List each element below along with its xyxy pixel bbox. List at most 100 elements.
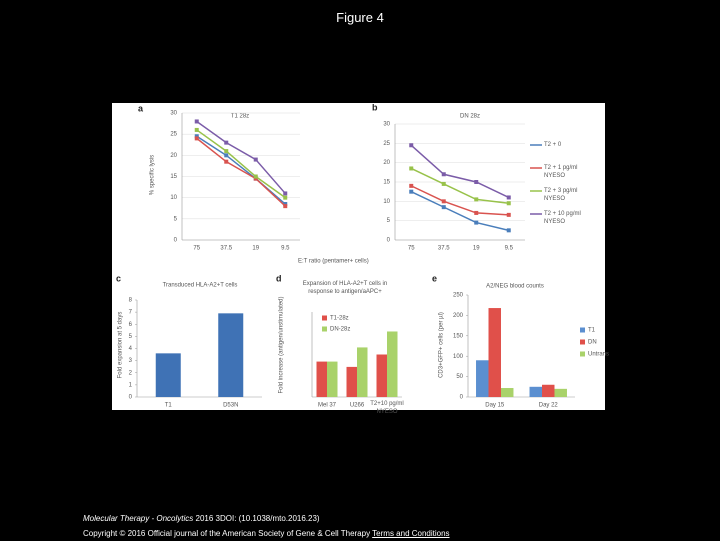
y-tick-label: 250 (453, 293, 464, 299)
marker (441, 181, 446, 186)
legend-label: DN-28z (330, 327, 350, 333)
line (196, 137, 286, 207)
marker (224, 149, 229, 154)
chart-title: A2/NEG blood counts (486, 284, 544, 290)
legend-swatch (580, 327, 585, 333)
y-tick-label: 10 (383, 199, 390, 205)
marker (194, 119, 199, 124)
footer: Molecular Therapy - Oncolytics 2016 3DOI… (83, 511, 450, 541)
x-tick-label: T1 (165, 403, 173, 409)
copyright-line: Copyright © 2016 Official journal of the… (83, 526, 450, 541)
y-tick-label: 0 (174, 238, 178, 244)
bar (387, 331, 398, 397)
terms-link[interactable]: Terms and Conditions (372, 529, 450, 538)
x-tick-label: T2+10 pg/ml NYESO (370, 401, 404, 415)
bar (316, 361, 327, 397)
marker (409, 143, 414, 148)
y-tick-label: 5 (174, 216, 178, 222)
line (410, 185, 509, 216)
y-tick-label: 30 (383, 122, 390, 128)
y-axis-label: CD3+GFP+ cells (per µl) (439, 312, 445, 378)
y-tick-label: 0 (460, 395, 464, 401)
y-tick-label: 30 (170, 111, 177, 117)
y-tick-label: 0 (129, 395, 133, 401)
marker (474, 220, 479, 225)
y-tick-label: 25 (383, 141, 390, 147)
bar (327, 361, 338, 397)
y-tick-label: 0 (387, 238, 391, 244)
y-tick-label: 200 (453, 313, 464, 319)
panel-letter: c (116, 273, 121, 283)
legend-label-box: T2 + 3 pg/ml NYESO (544, 188, 578, 202)
x-tick-label: 9.5 (281, 246, 290, 252)
chart-title: Expansion of HLA-A2+T cells in response … (302, 281, 388, 295)
chart-title: DN 28z (460, 114, 480, 120)
marker (283, 195, 288, 200)
copyright: Copyright © 2016 Official journal of the… (83, 529, 371, 538)
legend-label: T2 + 10 pg/ml NYESO (544, 211, 581, 225)
marker (194, 136, 199, 141)
x-tick-label: 19 (252, 246, 259, 252)
y-axis-label: Fold expansion at 5 days (118, 312, 124, 379)
bar (476, 360, 489, 397)
marker (283, 204, 288, 209)
y-tick-label: 3 (129, 358, 133, 364)
x-tick-label: 19 (473, 246, 480, 252)
legend-label-box: T2 + 0 (544, 142, 561, 148)
x-tick-label: D53N (223, 403, 238, 409)
x-tick-label: 75 (408, 246, 415, 252)
marker (283, 202, 288, 207)
marker (283, 191, 288, 196)
y-tick-label: 2 (129, 370, 133, 376)
legend-label: DN (588, 340, 597, 346)
marker (409, 189, 414, 194)
y-tick-label: 5 (129, 334, 133, 340)
line (196, 135, 286, 205)
x-tick-label: 37.5 (438, 246, 450, 252)
y-tick-label: 8 (129, 298, 133, 304)
legend-label: T1-28z (330, 316, 349, 322)
x-tick-label: Day 15 (485, 403, 505, 409)
bar (500, 388, 514, 397)
x-tick-label: 9.5 (505, 246, 514, 252)
bar (542, 384, 555, 397)
marker (506, 201, 511, 206)
legend-label: T2 + 3 pg/ml NYESO (544, 188, 578, 202)
panel-letter: a (138, 103, 144, 113)
x-tick-label: U266 (350, 403, 365, 409)
line (410, 144, 510, 199)
marker (506, 212, 511, 217)
marker (253, 174, 258, 179)
bar (346, 366, 357, 397)
y-tick-label: 7 (129, 310, 133, 316)
marker (224, 159, 229, 164)
line (410, 190, 509, 232)
x-axis-label: E:T ratio (pentamer+ cells) (298, 259, 369, 265)
y-tick-label: 20 (170, 153, 177, 159)
y-tick-label: 50 (456, 374, 463, 380)
legend-label-box: T2 + 10 pg/ml NYESO (544, 211, 581, 225)
y-tick-label: 25 (170, 132, 177, 138)
x-tick-label: Mel 37 (318, 403, 337, 409)
marker (474, 180, 479, 184)
y-tick-label: 150 (453, 333, 464, 339)
marker (506, 228, 511, 233)
legend-swatch (580, 339, 585, 345)
marker (441, 205, 446, 210)
marker (506, 195, 511, 200)
y-tick-label: 4 (129, 346, 133, 352)
marker (194, 134, 199, 139)
y-tick-label: 100 (453, 354, 464, 360)
y-tick-label: 5 (387, 218, 391, 224)
citation: 2016 3DOI: (10.1038/mto.2016.23) (195, 514, 320, 523)
marker (474, 197, 479, 202)
line (410, 167, 509, 205)
y-tick-label: 15 (383, 180, 390, 186)
line (196, 129, 286, 199)
legend-label: T2 + 1 pg/ml NYESO (544, 165, 578, 179)
chart-title: T1 28z (231, 114, 249, 120)
marker (194, 127, 199, 132)
panel-letter: e (432, 273, 437, 283)
